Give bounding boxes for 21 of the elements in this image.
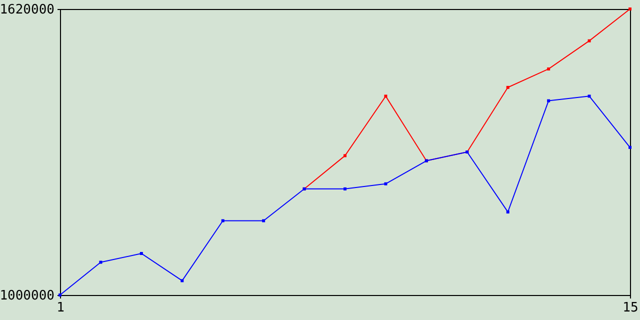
point [547,67,550,70]
point [344,154,346,158]
point [384,94,388,98]
point [180,279,184,282]
x-tick-label: 1 [56,300,64,316]
y-tick-label: 1000000 [0,288,54,304]
point [262,219,266,222]
point [628,146,632,149]
point [99,260,102,264]
point [384,182,388,186]
point [588,39,591,42]
point [140,252,143,255]
line-series [58,94,632,296]
point [506,86,510,89]
point [221,219,224,222]
y-tick-label: 1620000 [0,2,54,18]
x-tick-label: 15 [622,300,638,316]
point [588,94,591,98]
point [547,99,550,102]
point [506,210,510,214]
point [344,187,346,190]
